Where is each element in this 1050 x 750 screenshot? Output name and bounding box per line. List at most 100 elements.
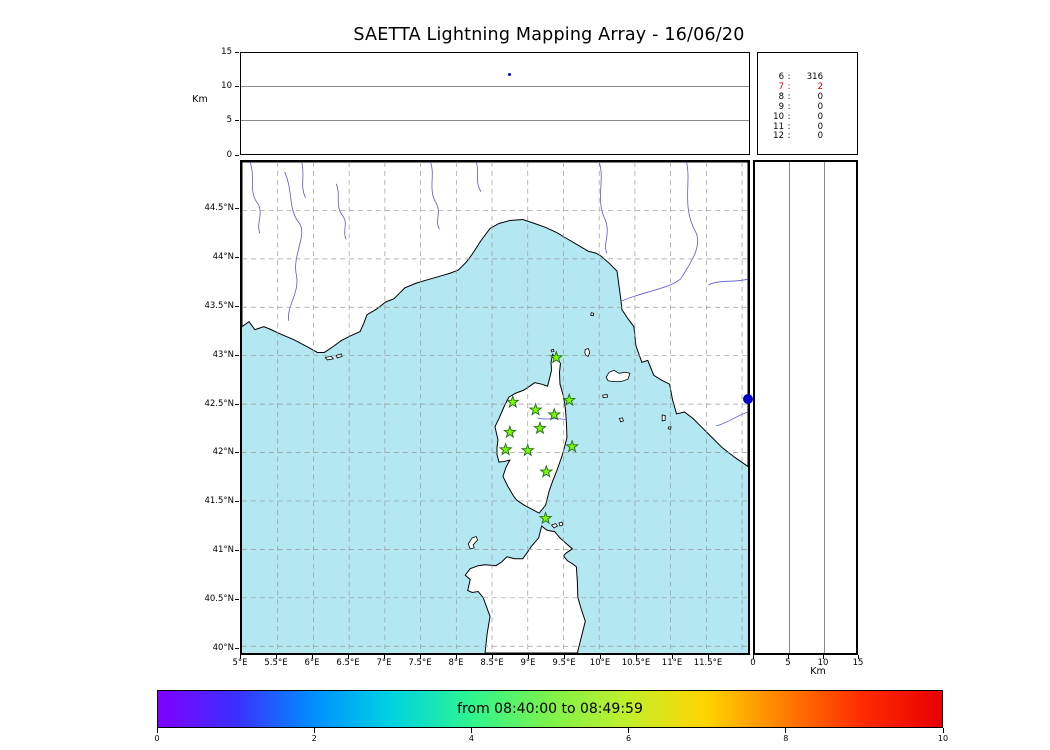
- stats-station-count: 11: [773, 121, 784, 132]
- coastline-island: [324, 355, 335, 361]
- map-panel: [240, 160, 750, 655]
- longitude-tick: [275, 655, 277, 659]
- lma-station-marker: [539, 464, 554, 478]
- colorbar: from 08:40:00 to 08:49:59: [157, 690, 943, 728]
- stats-colon: :: [787, 131, 791, 142]
- stats-station-count: 12: [773, 131, 784, 142]
- stats-station-count: 7: [778, 81, 784, 92]
- colorbar-tick: [628, 728, 630, 733]
- km-tick-label: 5: [785, 658, 791, 668]
- river: [430, 162, 440, 230]
- km-tick: [857, 655, 859, 659]
- lma-station-marker: [538, 511, 553, 525]
- lma-station-marker: [549, 350, 564, 364]
- latitude-tick-label: 44°N: [212, 252, 234, 263]
- stats-row: 10: 0: [758, 111, 857, 123]
- map-canvas: [242, 162, 748, 653]
- colorbar-tick: [470, 728, 472, 733]
- colorbar-tick-label: 10: [937, 734, 949, 743]
- altitude-tick-label: 0: [226, 149, 232, 160]
- river: [716, 411, 748, 427]
- altitude-tick: [235, 154, 239, 156]
- altitude-axis-label: Km: [192, 94, 208, 105]
- stats-value: 0: [817, 111, 823, 122]
- stats-colon: :: [787, 101, 791, 112]
- river: [598, 162, 608, 254]
- stats-colon: :: [787, 121, 791, 132]
- colorbar-tick: [156, 728, 158, 733]
- latitude-tick-label: 42.5°N: [204, 398, 234, 409]
- stats-value: 316: [806, 72, 823, 82]
- station-count-stats-panel: 6: 316 7: 2 8: 0 9: 0 10: 0 11: 0 12: 0: [757, 52, 858, 155]
- stats-station-count: 9: [778, 101, 784, 112]
- coastline-island: [590, 312, 595, 317]
- altitude-tick-label: 10: [221, 80, 232, 91]
- stats-station-count: 10: [773, 111, 784, 122]
- lma-station-marker: [498, 442, 513, 456]
- coastline-island: [619, 417, 624, 423]
- longitude-tick: [635, 655, 637, 659]
- stats-row: 6: 316: [758, 72, 857, 83]
- coastline-island: [584, 347, 591, 357]
- stats-value: 0: [817, 101, 823, 112]
- latitude-tick-label: 40.5°N: [204, 593, 234, 604]
- longitude-tick: [671, 655, 673, 659]
- longitude-tick-label: 6.5°E: [336, 658, 360, 668]
- altitude-tick: [235, 85, 239, 87]
- stats-colon: :: [787, 111, 791, 122]
- lma-station-marker: [562, 392, 577, 407]
- latitude-tick: [235, 647, 239, 649]
- latitude-tick: [235, 354, 239, 356]
- latitude-tick: [235, 550, 239, 552]
- stats-row: 11: 0: [758, 121, 857, 133]
- lightning-source-dot: [742, 394, 753, 405]
- longitude-tick: [527, 655, 529, 659]
- latitude-tick-label: 41°N: [212, 545, 234, 556]
- colorbar-tick-label: 4: [468, 734, 474, 743]
- stats-value: 0: [817, 121, 823, 132]
- longitude-tick-label: 10°E: [589, 658, 611, 668]
- longitude-tick: [707, 655, 709, 659]
- stats-station-count: 8: [778, 91, 784, 102]
- latitude-tick-label: 43.5°N: [204, 300, 234, 311]
- longitude-tick: [347, 655, 349, 659]
- stats-row: 12: 0: [758, 132, 857, 142]
- coastline-island: [550, 523, 559, 529]
- coastline-island: [602, 394, 609, 399]
- latitude-tick: [235, 305, 239, 307]
- colorbar-tick-label: 0: [154, 734, 160, 743]
- lma-station-marker: [565, 439, 580, 453]
- stats-row: 9: 0: [758, 101, 857, 113]
- river: [284, 171, 303, 321]
- colorbar-tick-label: 6: [626, 734, 632, 743]
- stats-colon: :: [787, 81, 791, 92]
- coastline-island: [661, 414, 666, 422]
- longitude-tick-label: 10.5°E: [621, 658, 651, 668]
- lma-station-marker: [528, 402, 543, 416]
- longitude-tick-label: 6°E: [304, 658, 320, 668]
- km-tick: [787, 655, 789, 659]
- latitude-tick: [235, 403, 239, 405]
- stats-value: 0: [817, 131, 823, 142]
- longitude-tick: [455, 655, 457, 659]
- longitude-tick: [383, 655, 385, 659]
- altitude-tick-label: 5: [226, 115, 232, 126]
- longitude-tick-label: 7°E: [376, 658, 392, 668]
- longitude-tick-label: 9.5°E: [552, 658, 576, 668]
- altitude-source-dot: [508, 72, 512, 76]
- coastline-island: [550, 349, 555, 353]
- longitude-tick: [491, 655, 493, 659]
- km-tick-label: 10: [817, 658, 829, 668]
- longitude-tick-label: 11.5°E: [693, 658, 723, 668]
- latitude-tick: [235, 501, 239, 503]
- lma-station-marker: [502, 424, 517, 439]
- altitude-tick: [235, 120, 239, 122]
- longitude-tick-label: 5.5°E: [264, 658, 288, 668]
- longitude-tick: [563, 655, 565, 659]
- stats-station-count: 6: [778, 72, 784, 82]
- longitude-tick-label: 5°E: [232, 658, 248, 668]
- river: [475, 162, 482, 192]
- km-tick-label: 15: [852, 658, 864, 668]
